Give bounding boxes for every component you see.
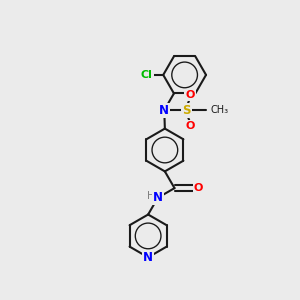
Text: S: S — [182, 104, 191, 117]
Text: H: H — [147, 191, 155, 201]
Text: N: N — [159, 104, 169, 117]
Text: O: O — [185, 90, 195, 100]
Text: N: N — [143, 251, 153, 264]
Text: O: O — [185, 121, 195, 130]
Text: CH₃: CH₃ — [211, 105, 229, 115]
Text: N: N — [153, 191, 163, 204]
Text: Cl: Cl — [141, 70, 153, 80]
Text: O: O — [194, 183, 203, 193]
